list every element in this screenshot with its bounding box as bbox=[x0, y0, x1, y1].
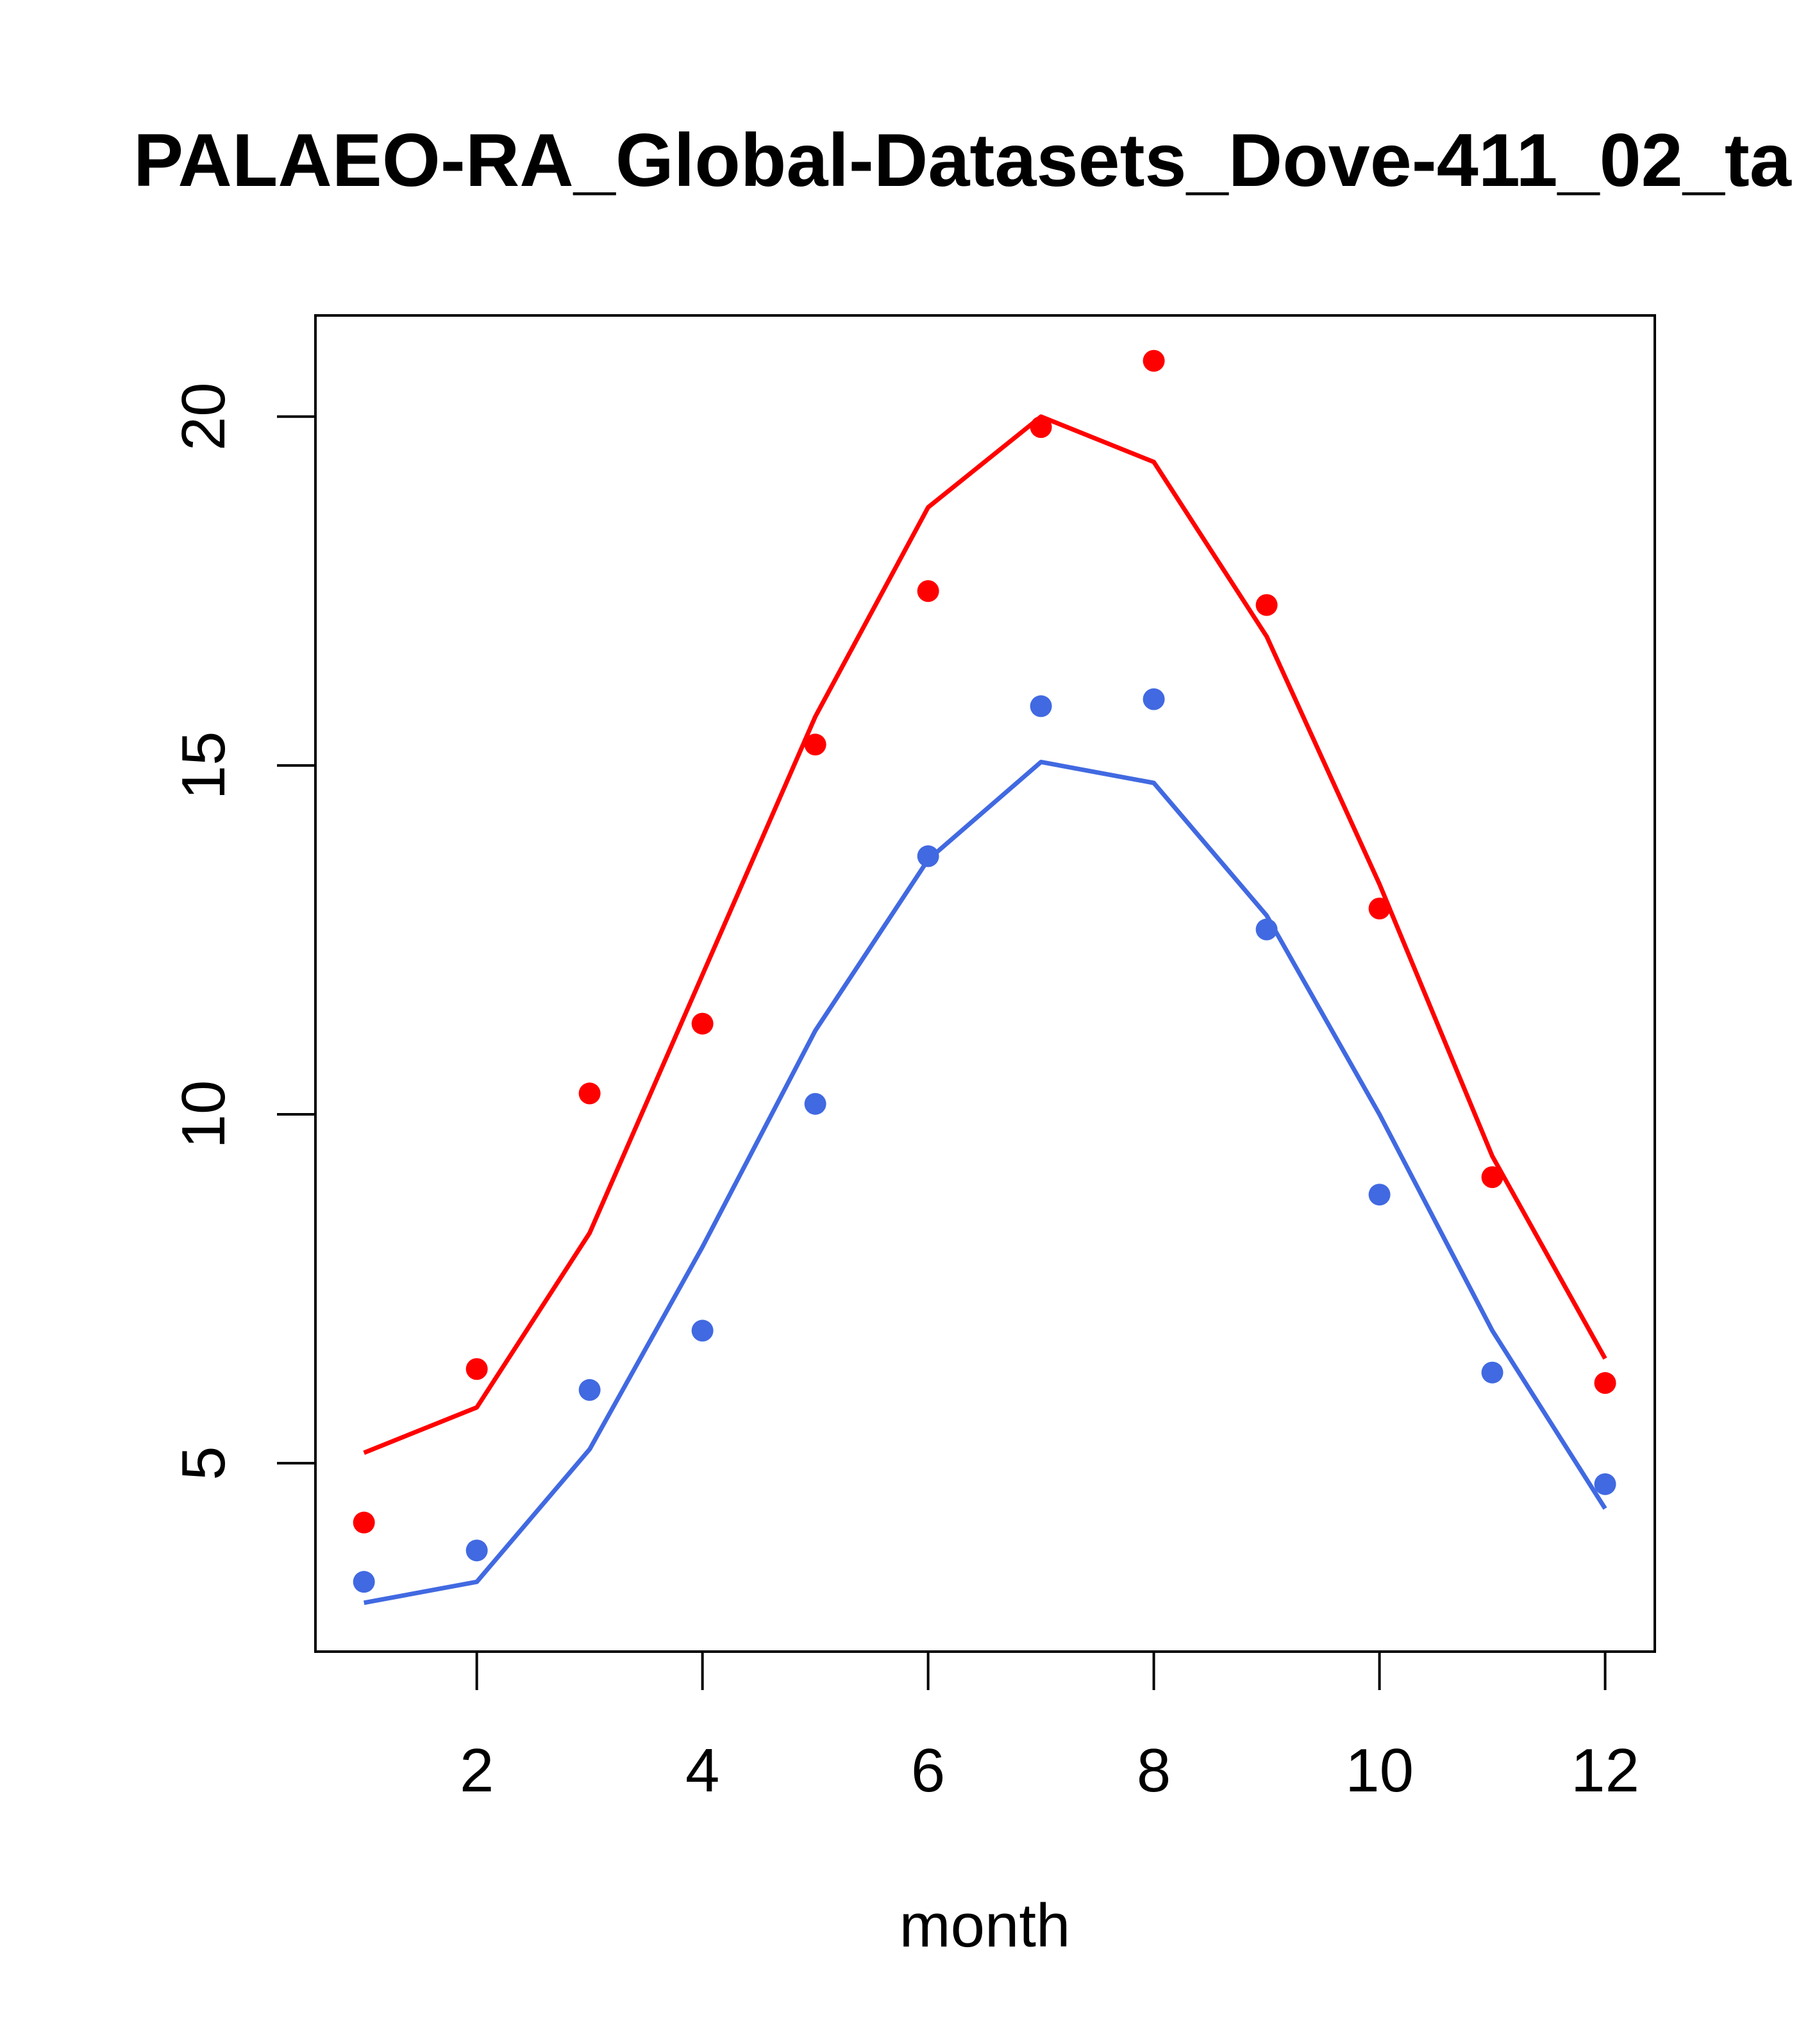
red-points-point bbox=[353, 1511, 375, 1534]
x-tick-label: 2 bbox=[460, 1736, 494, 1805]
y-tick-label: 15 bbox=[169, 732, 238, 800]
blue-points-point bbox=[804, 1093, 826, 1115]
x-tick-label: 6 bbox=[911, 1736, 945, 1805]
x-tick-label: 10 bbox=[1345, 1736, 1414, 1805]
series-layer bbox=[353, 349, 1616, 1605]
blue-points-point bbox=[1255, 918, 1278, 941]
plot-frame bbox=[314, 314, 1656, 1653]
blue-points-point bbox=[1030, 695, 1052, 717]
x-tick-label: 4 bbox=[685, 1736, 719, 1805]
x-axis: 2 4 6 8 10 12 bbox=[460, 1650, 1639, 1805]
y-tick-label: 5 bbox=[169, 1446, 238, 1480]
x-tick-label: 12 bbox=[1571, 1736, 1639, 1805]
red-points-point bbox=[1255, 594, 1278, 616]
x-axis-label: month bbox=[900, 1891, 1071, 1960]
red-points bbox=[353, 349, 1616, 1534]
red-points-point bbox=[1481, 1166, 1503, 1188]
blue-points-point bbox=[1481, 1361, 1503, 1384]
red-points-point bbox=[1368, 898, 1391, 920]
blue-line bbox=[364, 759, 1607, 1605]
blue-points-point bbox=[1368, 1184, 1391, 1206]
blue-points-point bbox=[1594, 1473, 1616, 1495]
y-tick-label: 20 bbox=[169, 382, 238, 451]
blue-points-point bbox=[691, 1319, 714, 1342]
blue-points-point bbox=[578, 1378, 601, 1401]
blue-points bbox=[353, 688, 1616, 1593]
blue-points-point bbox=[1143, 688, 1165, 710]
red-points-point bbox=[917, 580, 939, 602]
chart-title: PALAEO-RA_Global-Datasets_Dove-411_02_ta bbox=[133, 118, 1792, 202]
red-points-point bbox=[804, 733, 826, 756]
red-points-point bbox=[1594, 1372, 1616, 1395]
blue-points-point bbox=[465, 1539, 488, 1562]
y-axis: 5 10 15 20 bbox=[169, 382, 317, 1480]
red-points-point bbox=[691, 1012, 714, 1035]
red-line bbox=[363, 414, 1607, 1455]
red-points-point bbox=[1143, 349, 1165, 372]
red-points-point bbox=[1030, 416, 1052, 439]
y-tick-label: 10 bbox=[169, 1080, 238, 1149]
red-points-point bbox=[465, 1358, 488, 1380]
red-points-point bbox=[578, 1082, 601, 1105]
x-tick-label: 8 bbox=[1137, 1736, 1171, 1805]
blue-points-point bbox=[917, 845, 939, 867]
blue-points-point bbox=[353, 1571, 375, 1593]
